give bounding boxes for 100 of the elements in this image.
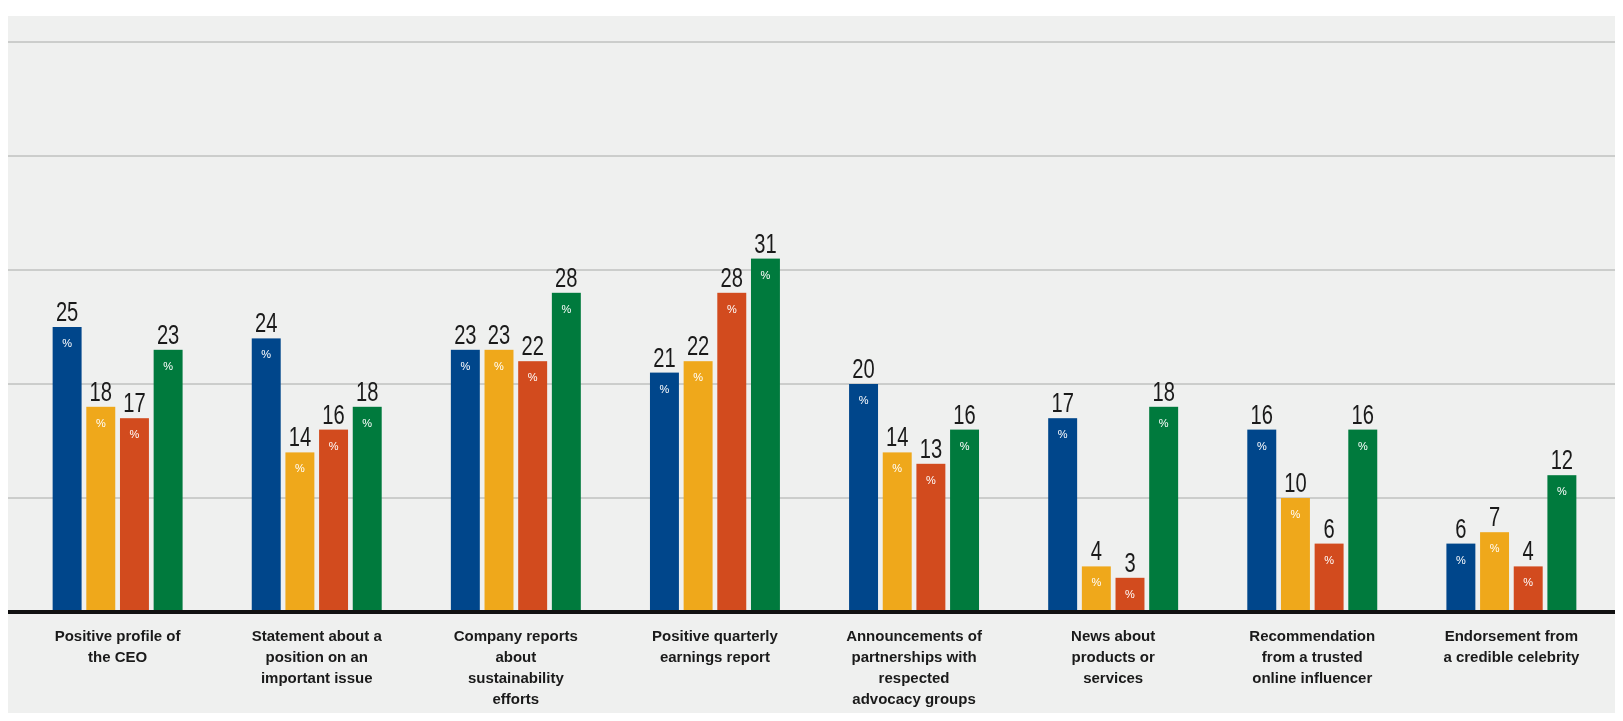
x-tick-label: Recommendation from a trusted online influencer bbox=[1249, 627, 1376, 686]
data-label: 10 bbox=[1284, 466, 1307, 498]
bar bbox=[251, 338, 281, 612]
text: % bbox=[659, 382, 670, 395]
text: % bbox=[959, 439, 970, 452]
text: % bbox=[460, 359, 471, 372]
bar bbox=[119, 418, 149, 612]
data-label: 23 bbox=[454, 318, 477, 350]
text: % bbox=[693, 371, 703, 384]
bar bbox=[52, 327, 82, 612]
x-tick-label: News about products or services bbox=[1071, 627, 1156, 686]
data-label: 13 bbox=[919, 432, 943, 464]
data-label: 4 bbox=[1522, 535, 1534, 567]
bar bbox=[285, 452, 315, 612]
data-label: 23 bbox=[156, 318, 180, 350]
data-label: 14 bbox=[288, 421, 312, 453]
data-label: 17 bbox=[123, 386, 146, 418]
text: % bbox=[95, 416, 106, 429]
data-label: 7 bbox=[1488, 500, 1501, 532]
bar bbox=[319, 429, 349, 612]
text: % bbox=[362, 416, 373, 429]
text: % bbox=[1256, 439, 1267, 452]
bar bbox=[1480, 532, 1510, 612]
x-tick-label: Endorsement from a credible celebrity bbox=[1443, 627, 1580, 665]
data-label: 16 bbox=[1250, 398, 1273, 430]
text: % bbox=[494, 359, 504, 372]
text: % bbox=[1324, 553, 1334, 566]
text: % bbox=[1125, 587, 1135, 600]
bar bbox=[750, 258, 780, 612]
text: % bbox=[561, 302, 572, 315]
bar bbox=[1446, 543, 1476, 612]
bar bbox=[950, 429, 980, 612]
bar bbox=[882, 452, 912, 612]
data-label: 28 bbox=[555, 261, 578, 293]
text: % bbox=[1057, 428, 1068, 441]
bar bbox=[1149, 406, 1179, 612]
bar bbox=[649, 372, 679, 612]
text: % bbox=[1489, 542, 1500, 555]
text: % bbox=[726, 302, 737, 315]
text: % bbox=[892, 462, 903, 475]
bar bbox=[849, 384, 879, 612]
text: % bbox=[129, 428, 140, 441]
bar bbox=[1314, 543, 1344, 612]
data-label: 20 bbox=[852, 352, 875, 384]
text: % bbox=[1556, 485, 1567, 498]
text: % bbox=[1357, 439, 1368, 452]
text: % bbox=[328, 439, 339, 452]
data-label: 18 bbox=[1152, 375, 1175, 407]
bar bbox=[450, 349, 480, 612]
text: % bbox=[858, 394, 869, 406]
bar bbox=[551, 292, 581, 612]
data-label: 23 bbox=[487, 318, 511, 350]
data-label: 16 bbox=[322, 398, 345, 430]
data-label: 28 bbox=[720, 261, 743, 293]
x-tick-label: Statement about a position on an important issue bbox=[251, 627, 383, 686]
data-label: 14 bbox=[886, 421, 909, 453]
bar bbox=[484, 349, 514, 612]
text: % bbox=[1091, 576, 1102, 589]
data-label: 24 bbox=[255, 307, 278, 339]
x-tick-label: Positive quarterly earnings report bbox=[652, 627, 779, 665]
x-tick-label: Company reports about sustainability efforts bbox=[453, 627, 578, 707]
data-label: 25 bbox=[55, 295, 79, 327]
data-label: 31 bbox=[754, 227, 777, 259]
data-label: 6 bbox=[1455, 512, 1467, 544]
data-label: 21 bbox=[653, 341, 676, 373]
data-label: 12 bbox=[1550, 443, 1574, 475]
data-label: 18 bbox=[89, 375, 112, 407]
data-label: 16 bbox=[953, 398, 976, 430]
bar bbox=[153, 349, 183, 612]
bar bbox=[683, 361, 713, 612]
bar bbox=[352, 406, 382, 612]
bar bbox=[86, 406, 116, 612]
text: % bbox=[1290, 508, 1301, 520]
bar bbox=[1513, 566, 1543, 612]
bar bbox=[717, 292, 747, 612]
bar bbox=[1348, 429, 1378, 612]
data-label: 22 bbox=[686, 329, 710, 361]
bar bbox=[1547, 475, 1577, 612]
text: % bbox=[163, 359, 174, 372]
text: % bbox=[760, 268, 771, 281]
x-tick-label: Positive profile of the CEO bbox=[54, 627, 182, 665]
data-label: 18 bbox=[356, 375, 379, 407]
bar bbox=[916, 463, 946, 612]
text: % bbox=[926, 473, 936, 486]
bar bbox=[1081, 566, 1111, 612]
bar bbox=[1247, 429, 1277, 612]
data-label: 16 bbox=[1351, 398, 1374, 430]
x-tick-label: Announcements of partnerships with respected advocacy groups bbox=[846, 627, 983, 707]
annotation: % bbox=[62, 337, 73, 349]
text: % bbox=[1455, 553, 1466, 566]
bar bbox=[1048, 418, 1078, 612]
text: % bbox=[295, 462, 305, 475]
text: % bbox=[261, 348, 272, 361]
data-label: 17 bbox=[1051, 386, 1074, 418]
data-label: 4 bbox=[1090, 535, 1102, 567]
text: % bbox=[1523, 576, 1534, 589]
bar bbox=[518, 361, 548, 612]
data-label: 22 bbox=[521, 329, 544, 361]
bar bbox=[1280, 498, 1310, 612]
data-label: 3 bbox=[1124, 546, 1136, 578]
